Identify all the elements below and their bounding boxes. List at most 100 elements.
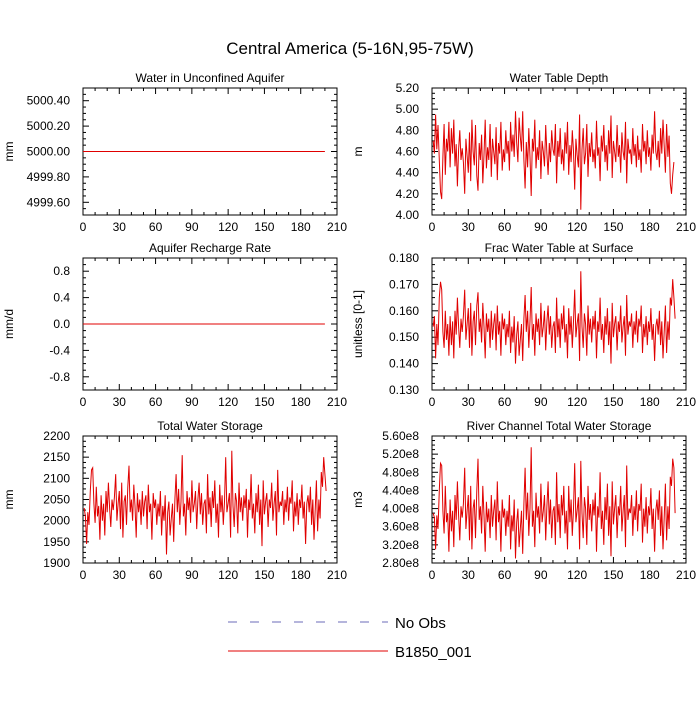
y-tick-label: 4.00e8 [382,502,419,516]
x-tick-label: 30 [113,568,127,582]
legend: No Obs B1850_001 [228,615,472,661]
x-tick-label: 0 [429,568,436,582]
y-tick-label: 4.00 [396,208,420,222]
y-tick-label: 0.160 [389,304,419,318]
y-tick-label: 5.60e8 [382,429,419,443]
x-tick-label: 0 [80,568,87,582]
chart-panel-5: Total Water Storage mm 0 30 60 90 120 150 180 210… [2,419,347,582]
x-tick-label: 210 [327,220,347,234]
x-tick-label: 150 [254,395,274,409]
y-tick-label: 4.60 [396,145,420,159]
x-tick-label: 150 [603,395,623,409]
x-tick-label: 120 [218,395,238,409]
y-tick-label: 2000 [43,514,70,528]
x-tick-label: 60 [149,568,163,582]
y-tick-label: 4.40e8 [382,483,419,497]
page-title: Central America (5-16N,95-75W) [226,39,474,58]
x-tick-label: 60 [149,395,163,409]
x-tick-label: 0 [80,220,87,234]
x-tick-label: 210 [327,395,347,409]
y-tick-label: 4.40 [396,166,420,180]
x-tick-label: 180 [291,395,311,409]
x-tick-label: 90 [534,395,548,409]
chart-panel-1: Water in Unconfined Aquifer mm 0 30 60 90 120 1… [2,71,347,234]
y-tick-label: 2150 [43,450,70,464]
x-tick-label: 0 [429,395,436,409]
x-tick-label: 120 [218,220,238,234]
x-tick-label: 210 [676,395,696,409]
x-tick-label: 30 [462,395,476,409]
x-tick-label: 210 [327,568,347,582]
x-tick-label: 210 [676,220,696,234]
y-tick-label: 1900 [43,556,70,570]
y-tick-label: -0.4 [49,343,70,357]
x-tick-label: 60 [149,220,163,234]
chart-title: Total Water Storage [157,419,263,433]
x-tick-label: 120 [567,395,587,409]
y-tick-label: 3.20e8 [382,538,419,552]
y-tick-label: 4999.80 [27,170,71,184]
chart-title: Water in Unconfined Aquifer [136,71,285,85]
x-tick-label: 60 [498,220,512,234]
chart-title: Frac Water Table at Surface [485,241,634,255]
x-tick-label: 90 [534,568,548,582]
x-tick-label: 0 [80,395,87,409]
x-tick-label: 150 [254,568,274,582]
y-tick-label: 0.130 [389,383,419,397]
chart-panel-6: River Channel Total Water Storage m3 0 30 60… [351,419,696,582]
x-tick-label: 150 [254,220,274,234]
x-tick-label: 120 [218,568,238,582]
y-tick-label: 0.150 [389,330,419,344]
y-axis-label: unitless [0-1] [351,290,365,358]
series-line-total-water-storage [83,450,327,555]
y-tick-label: 0.180 [389,251,419,265]
panels: Water in Unconfined Aquifer mm 0 30 60 90 120 1… [2,71,696,582]
y-tick-label: 2100 [43,471,70,485]
x-tick-label: 180 [640,395,660,409]
x-tick-label: 90 [534,220,548,234]
chart-title: Water Table Depth [510,71,609,85]
y-tick-label: 5000.00 [27,145,71,159]
x-tick-label: 60 [498,395,512,409]
y-tick-label: 0.170 [389,277,419,291]
y-tick-label: 4.20 [396,187,420,201]
y-tick-label: 0.0 [53,317,70,331]
x-tick-label: 180 [640,220,660,234]
legend-label-b1850-001: B1850_001 [395,644,472,661]
y-tick-label: -0.8 [49,370,70,384]
x-tick-label: 30 [462,568,476,582]
y-tick-label: 0.4 [53,291,70,305]
y-tick-label: 2.80e8 [382,556,419,570]
series-line-river-channel-total-water-storage [432,447,676,559]
y-tick-label: 5.20e8 [382,447,419,461]
x-tick-label: 180 [640,568,660,582]
chart-panel-2: Water Table Depth m 0 30 60 90 120 150 180 210 4.0… [351,71,696,234]
x-tick-label: 60 [498,568,512,582]
x-tick-label: 120 [567,568,587,582]
x-tick-label: 180 [291,568,311,582]
legend-label-no-obs: No Obs [395,615,446,632]
y-axis-label: m [351,147,365,157]
series-line-water-table-depth [432,111,675,210]
x-tick-label: 90 [185,568,199,582]
y-tick-label: 5.20 [396,81,420,95]
chart-panel-4: Frac Water Table at Surface unitless [0-1… [351,241,696,409]
x-tick-label: 30 [113,220,127,234]
x-tick-label: 30 [462,220,476,234]
y-tick-label: 5.00 [396,102,420,116]
y-axis-label: m3 [351,491,365,508]
chart-panel-3: Aquifer Recharge Rate mm/d 0 30 60 90 120 150 18… [2,241,347,409]
y-tick-label: 1950 [43,535,70,549]
y-tick-label: 5000.20 [27,119,71,133]
x-tick-label: 150 [603,568,623,582]
x-tick-label: 180 [291,220,311,234]
x-tick-label: 210 [676,568,696,582]
y-axis-label: mm/d [2,309,16,339]
y-tick-label: 0.8 [53,264,70,278]
x-tick-label: 30 [113,395,127,409]
y-tick-label: 4999.60 [27,195,71,209]
y-tick-label: 0.140 [389,357,419,371]
y-tick-label: 2200 [43,429,70,443]
y-axis-label: mm [2,142,16,162]
